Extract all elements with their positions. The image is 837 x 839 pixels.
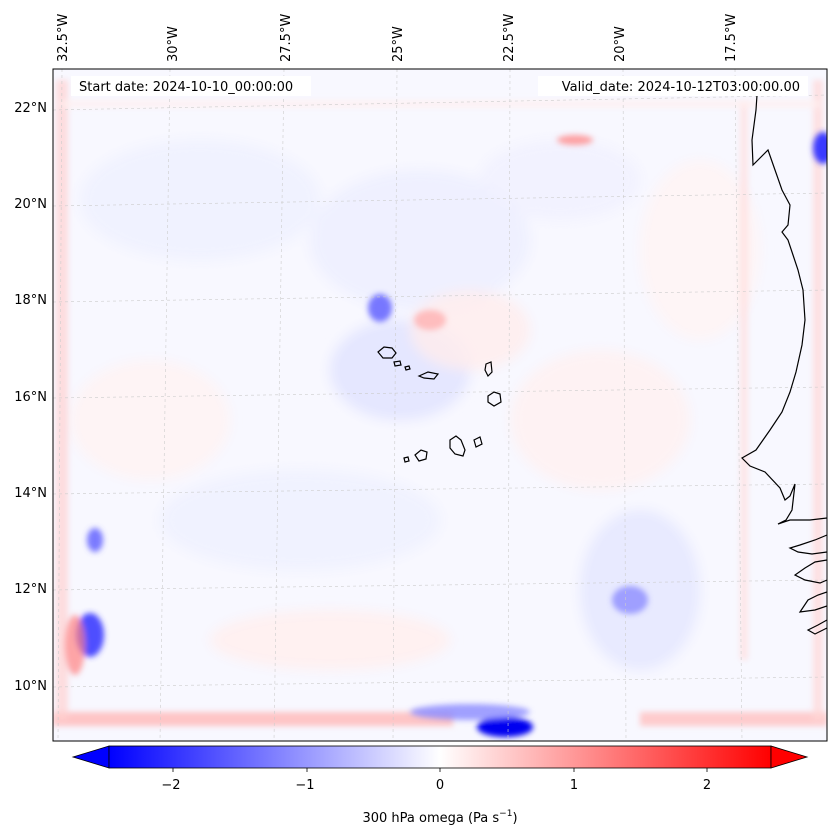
cape-verde-santiago	[449, 435, 466, 457]
lat-label: 14°N	[14, 486, 47, 501]
colorbar-label-end: )	[512, 811, 517, 826]
lat-label: 12°N	[14, 582, 47, 597]
cape-verde-sao-vicente	[393, 360, 402, 367]
colorbar-extend-max	[770, 745, 809, 769]
lon-label: 30°W	[166, 26, 181, 62]
colorbar-tick-label: −2	[161, 778, 180, 793]
colorbar-tick-label: 0	[436, 778, 444, 793]
valid-date-label: Valid_date: 2024-10-12T03:00:00.00	[562, 80, 800, 95]
map-panel	[53, 69, 827, 741]
cape-verde-brava	[403, 456, 410, 463]
gridlines	[53, 69, 827, 741]
lon-label: 22.5°W	[502, 14, 517, 62]
start-date-label: Start date: 2024-10-10_00:00:00	[79, 80, 293, 95]
cape-verde-santa-luzia	[404, 365, 411, 371]
lat-label: 10°N	[14, 679, 47, 694]
boundary-band	[53, 80, 827, 726]
lat-label: 18°N	[14, 293, 47, 308]
lon-label: 32.5°W	[56, 14, 71, 62]
coastline	[377, 79, 827, 635]
start-date-box	[71, 76, 311, 96]
africa-coast	[741, 79, 827, 635]
cape-verde-fogo	[414, 449, 428, 462]
colorbar: −2 −1 0 1 2 300 hPa omega (Pa s−1)	[71, 745, 809, 826]
colorbar-tick-label: 2	[703, 778, 711, 793]
lat-label: 16°N	[14, 390, 47, 405]
lat-label: 20°N	[14, 197, 47, 212]
colorbar-ticks	[172, 768, 708, 772]
omega-field	[70, 140, 760, 670]
cape-verde-maio	[473, 436, 483, 448]
colorbar-label-main: 300 hPa omega (Pa s	[362, 811, 499, 826]
cape-verde-sal	[484, 361, 493, 378]
longitude-labels: 32.5°W 30°W 27.5°W 25°W 22.5°W 20°W 17.5…	[56, 14, 739, 62]
cape-verde-santo-antao	[377, 346, 397, 359]
latitude-labels: 22°N 20°N 18°N 16°N 14°N 12°N 10°N	[14, 101, 47, 694]
lat-label: 22°N	[14, 101, 47, 116]
colorbar-tick-label: −1	[295, 778, 314, 793]
cape-verde-boa-vista	[487, 391, 502, 407]
lon-label: 25°W	[391, 26, 406, 62]
valid-date-box	[538, 76, 808, 96]
map-frame	[52, 68, 828, 742]
colorbar-tick-label: 1	[570, 778, 578, 793]
lon-label: 17.5°W	[724, 14, 739, 62]
colorbar-extend-min	[71, 745, 110, 769]
strong-cells	[65, 132, 827, 737]
colorbar-label: 300 hPa omega (Pa s−1)	[362, 809, 517, 826]
colorbar-label-exponent: −1	[499, 809, 512, 819]
cape-verde-sao-nicolau	[417, 371, 440, 380]
colorbar-body	[108, 745, 772, 769]
lon-label: 27.5°W	[279, 14, 294, 62]
lon-label: 20°W	[613, 26, 628, 62]
